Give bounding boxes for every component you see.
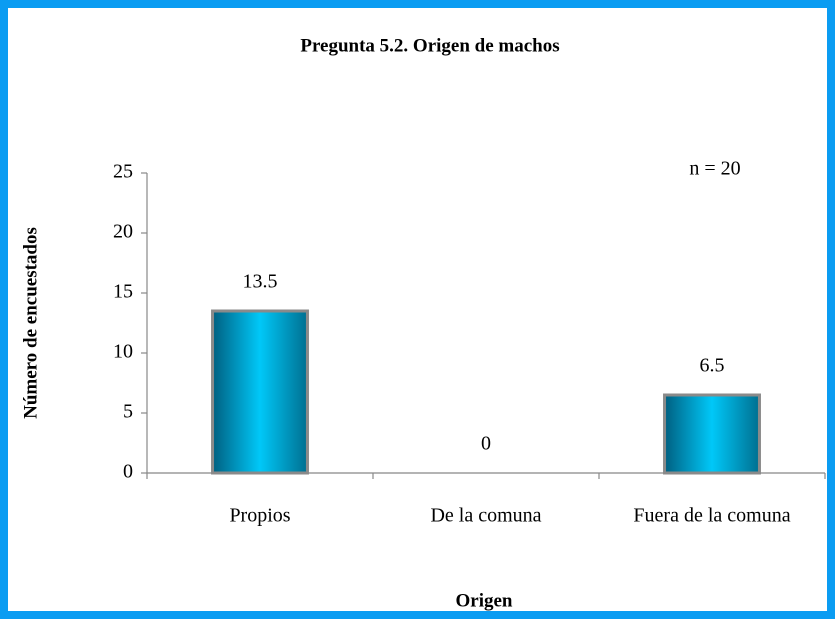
annotation: n = 20 bbox=[689, 158, 740, 180]
y-tick-label: 25 bbox=[113, 161, 133, 183]
bar bbox=[211, 309, 309, 475]
x-tick-label: De la comuna bbox=[430, 505, 541, 527]
x-tick-label: Propios bbox=[229, 505, 290, 527]
data-label: 13.5 bbox=[243, 271, 278, 293]
x-tick-label: Fuera de la comuna bbox=[633, 505, 790, 527]
chart-title: Pregunta 5.2. Origen de machos bbox=[300, 35, 559, 56]
y-tick-label: 10 bbox=[113, 341, 133, 363]
y-axis-label: Número de encuestados bbox=[20, 227, 41, 419]
x-axis-label: Origen bbox=[456, 590, 513, 611]
bar bbox=[663, 393, 761, 475]
y-tick-label: 5 bbox=[123, 401, 133, 423]
data-label: 6.5 bbox=[700, 355, 725, 377]
y-tick-label: 0 bbox=[123, 461, 133, 483]
y-tick-label: 15 bbox=[113, 281, 133, 303]
data-label: 0 bbox=[481, 433, 491, 455]
y-tick-label: 20 bbox=[113, 221, 133, 243]
